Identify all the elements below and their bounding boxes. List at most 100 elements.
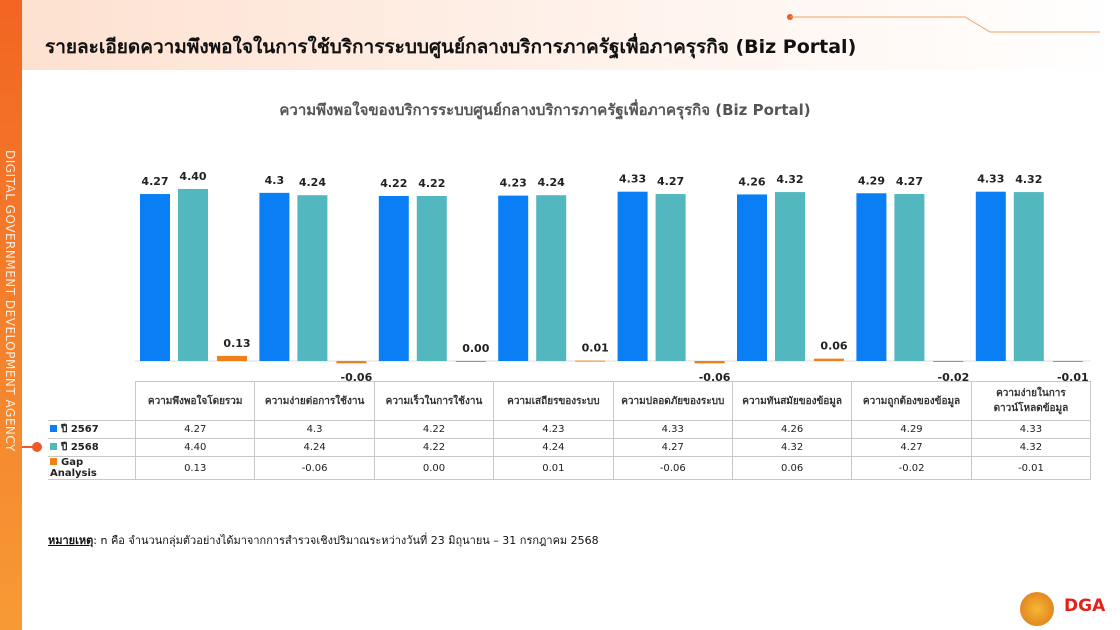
table-cell: 4.24 — [493, 438, 614, 457]
table-cell: -0.02 — [851, 456, 972, 480]
table-cell: 4.29 — [851, 420, 972, 439]
table-cell: 4.32 — [970, 438, 1092, 457]
legend-swatch — [50, 443, 57, 450]
bar — [737, 194, 767, 361]
table-cell: -0.06 — [254, 456, 375, 480]
header-band — [0, 0, 1120, 70]
table-cell: 4.26 — [731, 420, 853, 439]
table-cell: 0.06 — [731, 456, 853, 480]
bar — [575, 360, 606, 362]
table-cell: 4.27 — [851, 438, 972, 457]
value-label: -0.02 — [938, 371, 970, 384]
bar — [378, 195, 409, 361]
bar — [655, 194, 686, 361]
seal-logo — [1020, 592, 1054, 626]
bar — [617, 191, 648, 361]
value-label: -0.06 — [341, 371, 373, 384]
value-label: 4.22 — [418, 177, 445, 190]
category-header: ความเสถียรของระบบ — [493, 381, 614, 421]
table-cell: 4.27 — [134, 420, 256, 439]
footnote: หมายเหตุ: n คือ จำนวนกลุ่มตัวอย่างได้มาจ… — [48, 531, 599, 549]
table-cell: 4.33 — [970, 420, 1092, 439]
chart-title: ความพึงพอใจของบริการระบบศูนย์กลางบริการภ… — [279, 101, 811, 119]
bar — [297, 195, 328, 361]
value-label: 4.27 — [141, 175, 168, 188]
value-label: 4.22 — [380, 177, 407, 190]
bar — [933, 361, 964, 362]
bar — [1013, 192, 1044, 361]
table-cell: -0.01 — [970, 456, 1092, 480]
table-cell: 4.33 — [612, 420, 733, 439]
data-table: ความพึงพอใจโดยรวม ความง่ายต่อการใช้งาน ควา… — [48, 381, 1092, 480]
bar — [217, 355, 247, 361]
value-label: 4.27 — [657, 175, 684, 188]
table-row: ปี 2568 4.40 4.24 4.22 4.24 4.27 4.32 4.27 4.32 — [48, 438, 1092, 457]
bar — [178, 188, 208, 361]
legend-label: Gap Analysis — [50, 457, 97, 479]
bar — [336, 361, 367, 364]
bar — [1052, 361, 1083, 362]
value-label: 4.26 — [738, 175, 765, 188]
bar — [814, 358, 844, 361]
category-header: ความง่ายต่อการใช้งาน — [254, 381, 375, 421]
table-cell: 4.40 — [134, 438, 256, 457]
bar — [975, 191, 1006, 361]
bar — [416, 195, 447, 361]
row-header: ปี 2567 — [48, 420, 136, 439]
bar — [455, 361, 486, 362]
value-label: 4.24 — [299, 176, 326, 189]
bar — [259, 192, 290, 361]
legend-swatch — [50, 458, 57, 465]
table-cell: 4.22 — [373, 438, 495, 457]
value-label: 4.32 — [776, 173, 803, 186]
value-label: 4.33 — [619, 173, 646, 186]
table-cell: -0.06 — [612, 456, 733, 480]
value-label: 0.06 — [820, 340, 847, 353]
bar — [775, 192, 805, 361]
bar — [856, 193, 887, 361]
sidebar: DIGITAL GOVERNMENT DEVELOPMENT AGENCY — [0, 0, 22, 630]
table-row: ปี 2567 4.27 4.3 4.22 4.23 4.33 4.26 4.29 4.33 — [48, 420, 1092, 439]
value-label: 4.24 — [538, 176, 565, 189]
category-header: ความถูกต้องของข้อมูล — [851, 381, 972, 421]
table-corner — [48, 381, 136, 421]
bar — [694, 361, 725, 364]
category-header: ความเร็วในการใช้งาน — [373, 381, 495, 421]
value-label: -0.06 — [699, 371, 731, 384]
value-label: 4.40 — [179, 170, 206, 183]
chart: 4.27 4.3 4.22 4.23 4.33 4.26 4.29 4.33 4.40 4.24 4… — [135, 170, 1091, 384]
value-label: 4.29 — [858, 174, 885, 187]
table-cell: 4.24 — [254, 438, 375, 457]
value-label: 0.00 — [462, 342, 489, 355]
bar — [498, 195, 529, 361]
table-cell: 4.27 — [612, 438, 733, 457]
category-header: ความทันสมัยของข้อมูล — [731, 381, 853, 421]
deco-line — [790, 16, 1100, 33]
category-header: ความปลอดภัยของระบบ — [612, 381, 733, 421]
table-cell: 4.22 — [373, 420, 495, 439]
page-title: รายละเอียดความพึงพอใจในการใช้บริการระบบศ… — [45, 36, 857, 58]
table-cell: 0.01 — [493, 456, 614, 480]
table-cell: 4.32 — [731, 438, 853, 457]
table-header-row: ความพึงพอใจโดยรวม ความง่ายต่อการใช้งาน ควา… — [48, 381, 1092, 421]
legend-swatch — [50, 425, 57, 432]
table-cell: 0.00 — [373, 456, 495, 480]
value-label: -0.01 — [1057, 371, 1089, 384]
category-header: ความง่ายในการดาวน์โหลดข้อมูล — [970, 381, 1092, 421]
row-header: Gap Analysis — [48, 456, 136, 480]
legend-label: ปี 2567 — [61, 424, 99, 435]
legend-label: ปี 2568 — [61, 442, 99, 453]
table-cell: 4.23 — [493, 420, 614, 439]
value-label: 4.32 — [1015, 173, 1042, 186]
value-label: 4.3 — [265, 174, 285, 187]
category-header: ความพึงพอใจโดยรวม — [134, 381, 256, 421]
value-label: 0.13 — [223, 337, 250, 350]
value-label: 0.01 — [582, 342, 609, 355]
table-row: Gap Analysis 0.13 -0.06 0.00 0.01 -0.06 0.06 -0… — [48, 456, 1092, 480]
bar — [140, 194, 170, 361]
value-label: 4.33 — [977, 173, 1004, 186]
bar — [536, 195, 567, 361]
footnote-text: : n คือ จำนวนกลุ่มตัวอย่างได้มาจากการสำร… — [93, 534, 599, 547]
